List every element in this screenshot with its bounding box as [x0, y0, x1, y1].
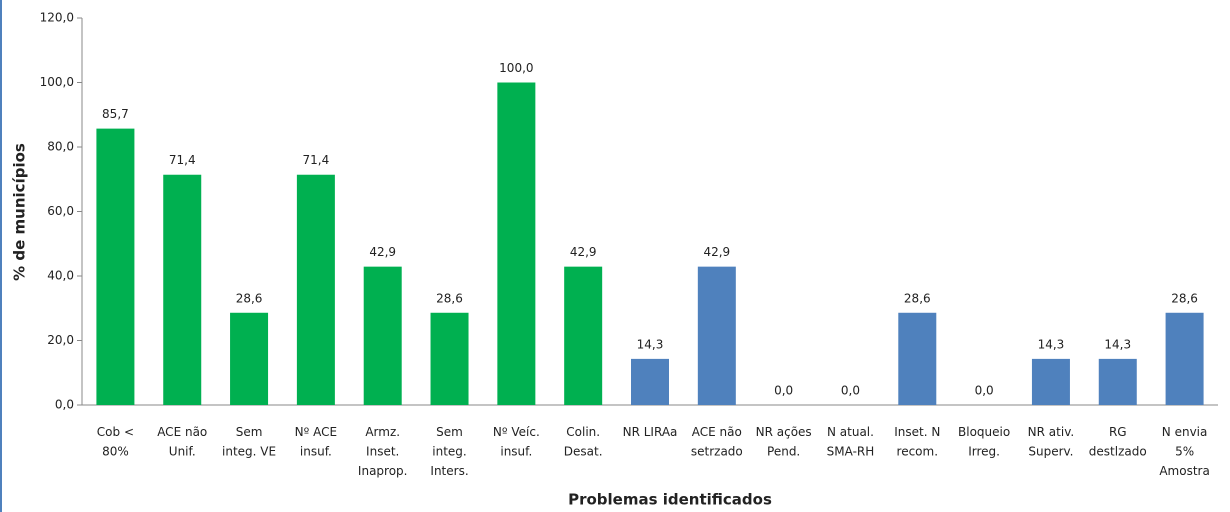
value-label: 28,6 [1171, 291, 1198, 305]
value-label: 71,4 [303, 153, 330, 167]
y-tick-label: 60,0 [47, 204, 74, 218]
x-tick-label-line: Nº Veíc. [493, 425, 540, 439]
x-tick-label: Sem integ. Inters. [430, 425, 468, 478]
value-label: 0,0 [774, 384, 793, 398]
x-tick-label-line: destlzado [1089, 444, 1147, 458]
bar [430, 312, 469, 405]
x-tick-label-line: integ. [432, 444, 466, 458]
x-tick-label: ACE não setrzado [691, 425, 743, 459]
value-label: 71,4 [169, 153, 196, 167]
x-tick-label-line: N envia [1162, 425, 1208, 439]
x-tick-label-line: Inset. [366, 444, 399, 458]
x-tick-label: Sem integ. VE [222, 425, 276, 459]
x-tick-label-line: Bloqueio [958, 425, 1010, 439]
bar [1165, 312, 1204, 405]
x-tick-label-line: Amostra [1159, 464, 1209, 478]
x-tick-label: Nº ACE insuf. [295, 425, 337, 459]
x-tick-label: Armz. Inset. Inaprop. [358, 425, 408, 478]
value-label: 100,0 [499, 61, 533, 75]
value-label: 14,3 [1104, 337, 1131, 351]
x-tick-label-line: Inters. [430, 464, 468, 478]
x-tick-label-line: Superv. [1028, 444, 1073, 458]
value-label: 28,6 [236, 291, 263, 305]
x-tick-label-line: Sem [436, 425, 463, 439]
x-tick-label-line: RG [1109, 425, 1127, 439]
bar [1098, 358, 1137, 405]
bar [163, 174, 202, 405]
value-label: 0,0 [841, 384, 860, 398]
x-tick-label-line: N atual. [827, 425, 874, 439]
y-tick-label: 100,0 [40, 75, 74, 89]
x-tick-label-line: SMA-RH [827, 444, 875, 458]
x-tick-label: Bloqueio Irreg. [958, 425, 1010, 459]
x-tick-label: ACE não Unif. [157, 425, 207, 459]
x-tick-label-line: ACE não [692, 425, 742, 439]
x-axis-title: Problemas identificados [568, 491, 772, 509]
bar [296, 174, 335, 405]
y-tick-label: 80,0 [47, 140, 74, 154]
x-tick-label-line: Cob < [97, 425, 134, 439]
value-label: 0,0 [975, 384, 994, 398]
bar [697, 266, 736, 405]
value-label: 85,7 [102, 107, 129, 121]
x-tick-label: RG destlzado [1089, 425, 1147, 459]
x-tick-label: Cob < 80% [97, 425, 134, 459]
bar [631, 358, 669, 405]
x-tick-label-line: Nº ACE [295, 425, 337, 439]
x-tick-label: N atual. SMA-RH [827, 425, 875, 459]
y-tick-label: 40,0 [47, 269, 74, 283]
bar [497, 82, 536, 405]
bar [363, 266, 402, 405]
x-tick-label: Colin. Desat. [564, 425, 603, 459]
x-tick-label-line: NR LIRAa [623, 425, 678, 439]
x-tick-label: N envia 5% Amostra [1159, 425, 1209, 478]
x-tick-label-line: 5% [1175, 444, 1194, 458]
x-tick-label-line: setrzado [691, 444, 743, 458]
x-tick-label-line: integ. VE [222, 444, 276, 458]
x-tick-label-line: Desat. [564, 444, 603, 458]
x-tick-label: Nº Veíc. insuf. [493, 425, 540, 459]
x-tick-label-line: 80% [102, 444, 129, 458]
x-tick-label: NR ativ. Superv. [1028, 425, 1075, 459]
x-tick-label-line: Unif. [169, 444, 196, 458]
value-label: 14,3 [637, 337, 664, 351]
x-tick-label-line: NR ativ. [1028, 425, 1075, 439]
y-tick-label: 120,0 [40, 11, 74, 25]
value-label: 42,9 [703, 245, 730, 259]
x-tick-label-line: ACE não [157, 425, 207, 439]
x-tick-label-line: NR ações [756, 425, 812, 439]
y-tick-label: 0,0 [55, 398, 74, 412]
value-label: 42,9 [369, 245, 396, 259]
x-tick-label: Inset. N recom. [894, 425, 940, 459]
bar [96, 128, 135, 405]
x-tick-label-line: Armz. [365, 425, 400, 439]
x-tick-label-line: insuf. [500, 444, 532, 458]
bar [230, 312, 269, 405]
x-tick-label-line: Inset. N [894, 425, 940, 439]
x-tick-label: NR LIRAa [623, 425, 678, 439]
value-label: 14,3 [1038, 337, 1065, 351]
value-label: 42,9 [570, 245, 597, 259]
x-tick-label-line: Pend. [767, 444, 800, 458]
bar [898, 312, 937, 405]
value-label: 28,6 [436, 291, 463, 305]
x-tick-label-line: Inaprop. [358, 464, 408, 478]
x-tick-label-line: recom. [897, 444, 939, 458]
x-tick-label-line: Irreg. [968, 444, 1000, 458]
x-tick-label-line: insuf. [300, 444, 332, 458]
bar [1031, 358, 1070, 405]
value-label: 28,6 [904, 291, 931, 305]
bar [564, 266, 603, 405]
x-tick-label-line: Colin. [566, 425, 600, 439]
y-tick-label: 20,0 [47, 333, 74, 347]
x-tick-label-line: Sem [236, 425, 263, 439]
y-axis-title: % de municípios [11, 143, 29, 281]
x-tick-label: NR ações Pend. [756, 425, 812, 459]
